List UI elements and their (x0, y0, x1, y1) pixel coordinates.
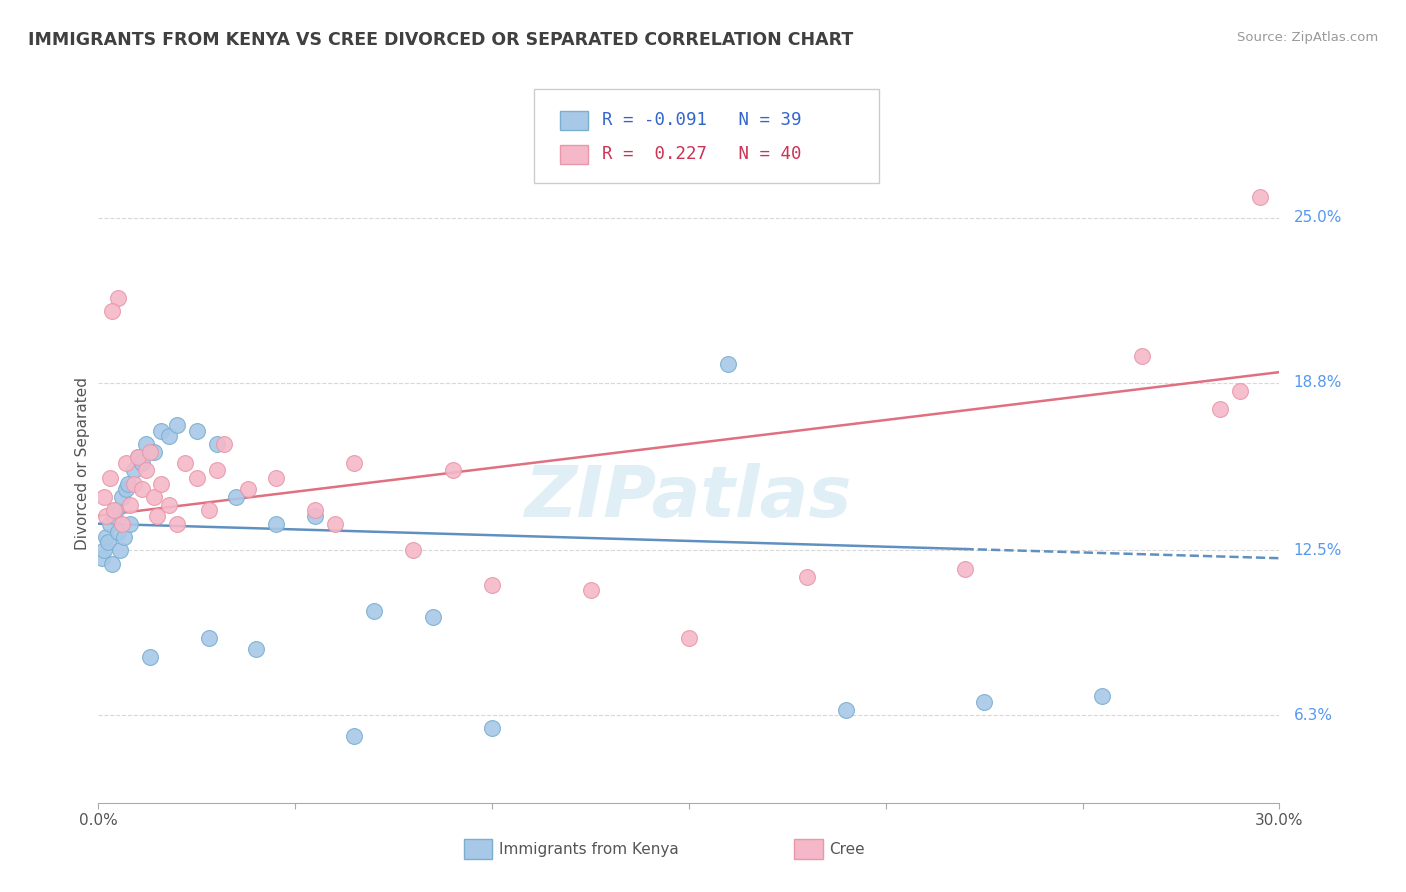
Point (343, 729, 366, 743)
Point (402, 543, 425, 558)
Point (835, 703, 858, 717)
Point (225, 490, 247, 504)
Point (96, 530, 118, 544)
Point (93, 543, 115, 558)
Point (91, 551, 114, 566)
Point (236, 482, 259, 496)
Point (131, 456, 153, 470)
Point (717, 357, 740, 371)
Point (127, 450, 149, 465)
Point (205, 437, 228, 451)
Point (118, 498, 141, 512)
Point (214, 437, 236, 451)
Text: 6.3%: 6.3% (1294, 707, 1333, 723)
Point (150, 476, 173, 491)
Point (142, 490, 165, 504)
Point (678, 631, 700, 645)
Point (150, 424, 173, 438)
Point (157, 498, 180, 512)
Point (142, 445, 165, 459)
Text: R = -0.091   N = 39: R = -0.091 N = 39 (602, 112, 801, 129)
Point (197, 631, 219, 645)
Point (122, 463, 145, 477)
Point (264, 516, 287, 531)
Point (197, 503, 219, 517)
Point (157, 429, 180, 443)
Point (1091, 690, 1114, 704)
Point (343, 456, 366, 470)
Point (245, 641, 267, 656)
Point (186, 424, 208, 438)
Point (101, 557, 124, 571)
Point (101, 304, 124, 318)
Point (107, 291, 129, 305)
Point (1209, 402, 1232, 417)
Point (96, 508, 118, 523)
Point (111, 516, 134, 531)
Point (146, 508, 169, 523)
Point (481, 578, 503, 592)
Point (105, 503, 128, 517)
Point (304, 503, 326, 517)
Text: 18.8%: 18.8% (1294, 376, 1341, 391)
Point (166, 516, 188, 531)
Point (973, 695, 995, 709)
Point (264, 471, 287, 485)
Text: R =  0.227   N = 40: R = 0.227 N = 40 (602, 145, 801, 163)
Point (1229, 384, 1251, 398)
Point (107, 524, 129, 539)
Point (135, 437, 157, 451)
Point (103, 508, 125, 523)
Point (579, 583, 602, 598)
Point (115, 482, 138, 496)
Text: Immigrants from Kenya: Immigrants from Kenya (499, 842, 679, 856)
Point (205, 463, 228, 477)
Text: 12.5%: 12.5% (1294, 542, 1341, 558)
Point (186, 471, 208, 485)
Y-axis label: Divorced or Separated: Divorced or Separated (75, 377, 90, 550)
Point (953, 562, 976, 576)
Text: Cree: Cree (830, 842, 865, 856)
Point (112, 530, 135, 544)
Point (98, 516, 121, 531)
Text: IMMIGRANTS FROM KENYA VS CREE DIVORCED OR SEPARATED CORRELATION CHART: IMMIGRANTS FROM KENYA VS CREE DIVORCED O… (28, 31, 853, 49)
Point (1249, 189, 1271, 203)
Point (118, 516, 141, 531)
Point (111, 490, 134, 504)
Text: Source: ZipAtlas.com: Source: ZipAtlas.com (1237, 31, 1378, 45)
Point (481, 722, 503, 736)
Point (135, 463, 157, 477)
Point (98, 471, 121, 485)
Point (127, 450, 149, 465)
Point (108, 543, 131, 558)
Point (115, 456, 138, 470)
Point (138, 649, 160, 664)
Point (304, 508, 326, 523)
Point (323, 516, 346, 531)
Point (93, 490, 115, 504)
Point (796, 570, 818, 584)
Point (103, 503, 125, 517)
Text: ZIPatlas: ZIPatlas (526, 463, 852, 533)
Point (422, 609, 444, 624)
Text: 25.0%: 25.0% (1294, 211, 1341, 226)
Point (1130, 349, 1153, 363)
Point (174, 456, 197, 470)
Point (138, 445, 160, 459)
Point (441, 463, 464, 477)
Point (363, 604, 385, 618)
Point (166, 418, 188, 433)
Point (117, 476, 139, 491)
Point (97, 535, 120, 549)
Point (131, 482, 153, 496)
Point (122, 476, 145, 491)
